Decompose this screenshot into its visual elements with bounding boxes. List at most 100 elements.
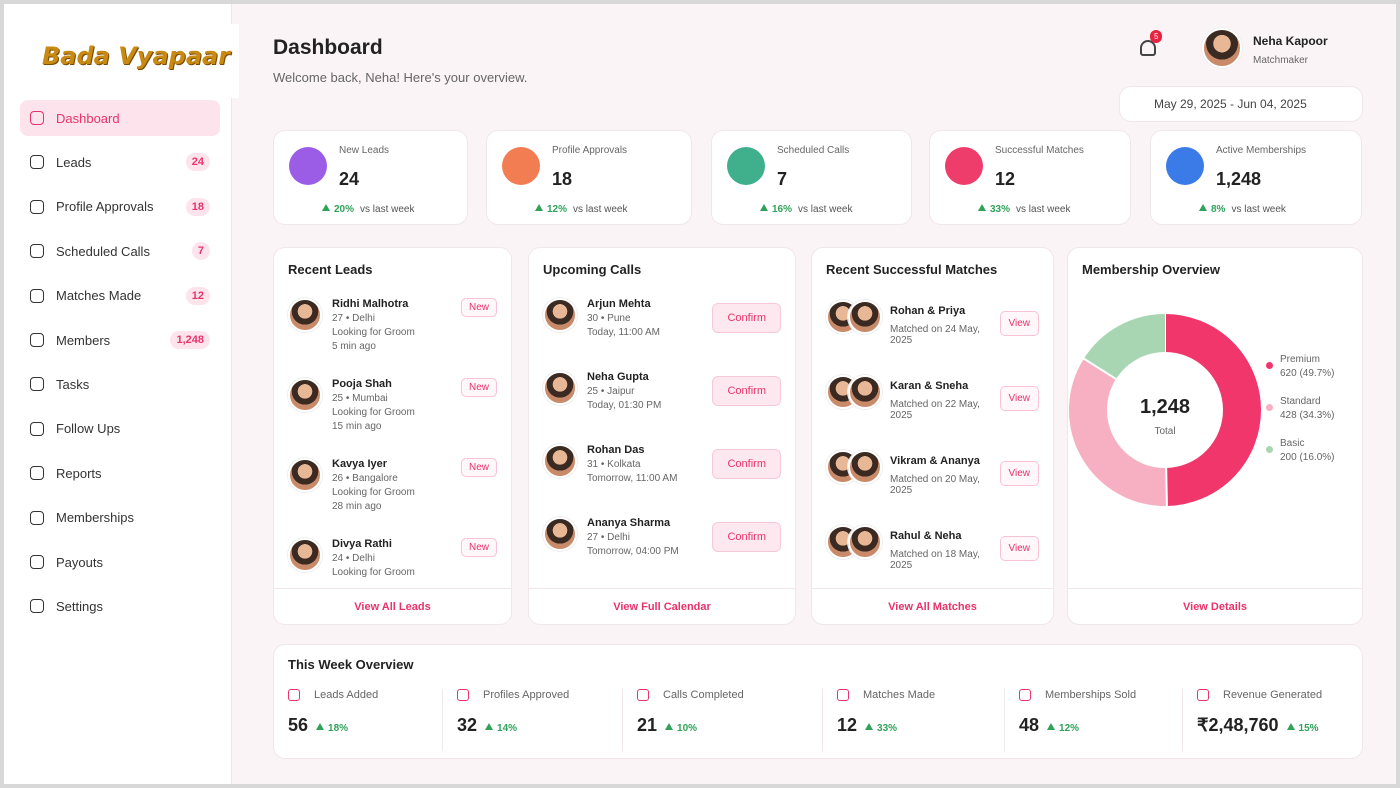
- notification-count: 5: [1150, 30, 1163, 43]
- call-time: Today, 01:30 PM: [587, 400, 662, 411]
- view-button[interactable]: View: [999, 535, 1039, 561]
- date-range[interactable]: May 29, 2025 - Jun 04, 2025: [1119, 86, 1363, 122]
- lead-time: 5 min ago: [332, 341, 376, 352]
- nav-label: Settings: [56, 598, 103, 614]
- lead-time: 28 min ago: [332, 501, 382, 512]
- nav-label: Follow Ups: [56, 421, 121, 437]
- nav-label: Leads: [56, 154, 92, 170]
- call-text: Neha Gupta 25 • Jaipur Today, 01:30 PM: [587, 371, 661, 411]
- date-range-text: May 29, 2025 - Jun 04, 2025: [1154, 97, 1307, 111]
- panel-link[interactable]: View All Matches: [812, 588, 1053, 624]
- week-item: Profiles Approved 32 14%: [442, 689, 569, 751]
- week-value-row: 21 10%: [637, 715, 744, 736]
- week-label-row: Matches Made: [837, 689, 935, 701]
- nav-icon: [30, 599, 44, 614]
- week-item: Revenue Generated ₹2,48,760 15%: [1182, 689, 1322, 751]
- call-item: Ananya Sharma 27 • Delhi Tomorrow, 04:00 P…: [543, 517, 781, 557]
- week-value: ₹2,48,760: [1197, 715, 1279, 735]
- user-name: Neha Kapoor: [1253, 34, 1328, 48]
- call-meta: 27 • Delhi: [587, 532, 630, 543]
- nav-item[interactable]: Follow Ups: [20, 411, 220, 447]
- nav-label: Dashboard: [56, 110, 120, 126]
- up-arrow: [1047, 723, 1056, 730]
- panel-link[interactable]: View All Leads: [274, 588, 511, 624]
- nav-icon: [30, 377, 44, 392]
- nav-label: Tasks: [56, 376, 90, 392]
- week-title: This Week Overview: [288, 657, 414, 672]
- confirm-button[interactable]: Confirm: [712, 522, 781, 552]
- match-date: Matched on 18 May, 2025: [890, 549, 980, 571]
- week-label-row: Memberships Sold: [1019, 689, 1136, 701]
- nav-item[interactable]: Tasks: [20, 366, 220, 402]
- sidebar: Dashboard Leads 24 Profile Approvals 18 Sched…: [4, 4, 232, 784]
- avatar: [848, 525, 882, 559]
- nav-icon: [30, 510, 44, 525]
- lead-name: Pooja Shah: [332, 378, 392, 390]
- week-value: 21: [637, 715, 658, 735]
- nav-item[interactable]: Leads 24: [20, 144, 220, 180]
- week-change: 12%: [1059, 723, 1080, 734]
- week-change: 10%: [677, 723, 698, 734]
- nav-item[interactable]: Matches Made 12: [20, 278, 220, 314]
- view-button[interactable]: View: [999, 385, 1039, 411]
- panel-link[interactable]: View Full Calendar: [529, 588, 795, 624]
- week-label-row: Leads Added: [288, 689, 378, 701]
- week-value-row: ₹2,48,760 15%: [1197, 715, 1322, 736]
- confirm-button[interactable]: Confirm: [712, 303, 781, 333]
- confirm-button[interactable]: Confirm: [712, 449, 781, 479]
- week-change: 33%: [877, 723, 898, 734]
- call-time: Tomorrow, 11:00 AM: [587, 473, 678, 484]
- week-label: Calls Completed: [663, 689, 744, 701]
- panel-title: Upcoming Calls: [543, 262, 642, 277]
- match-names: Vikram & Ananya: [890, 455, 980, 467]
- lead-name: Divya Rathi: [332, 538, 392, 550]
- nav-icon: [30, 466, 44, 481]
- panel-link[interactable]: View Details: [1068, 588, 1362, 624]
- lead-text: Ridhi Malhotra 27 • Delhi Looking for Groo…: [332, 298, 415, 352]
- match-item: Karan & Sneha Matched on 22 May, 2025 View: [826, 375, 1039, 421]
- call-name: Arjun Mehta: [587, 298, 651, 310]
- week-item: Leads Added 56 18%: [274, 689, 378, 751]
- nav-item[interactable]: Scheduled Calls 7: [20, 233, 220, 269]
- view-button[interactable]: View: [999, 460, 1039, 486]
- nav-item[interactable]: Settings: [20, 588, 220, 624]
- confirm-button[interactable]: Confirm: [712, 376, 781, 406]
- view-button[interactable]: View: [999, 310, 1039, 336]
- week-icon: [288, 689, 300, 701]
- stat-icon: [1166, 147, 1204, 185]
- stat-value: 1,248: [1216, 169, 1262, 189]
- nav-item[interactable]: Payouts: [20, 544, 220, 580]
- lead-item: Pooja Shah 25 • Mumbai Looking for Groom 15…: [288, 378, 497, 432]
- match-text: Vikram & Ananya Matched on 20 May, 2025: [890, 450, 1000, 496]
- nav-badge: 24: [185, 153, 210, 172]
- week-label-row: Profiles Approved: [457, 689, 569, 701]
- nav-item[interactable]: Reports: [20, 455, 220, 491]
- nav-label: Scheduled Calls: [56, 243, 150, 259]
- lead-tag: New: [460, 378, 497, 397]
- week-label: Leads Added: [314, 689, 379, 701]
- user-avatar[interactable]: [1202, 28, 1242, 68]
- nav-label: Reports: [56, 465, 102, 481]
- match-item: Rahul & Neha Matched on 18 May, 2025 View: [826, 525, 1039, 571]
- nav-item[interactable]: Profile Approvals 18: [20, 189, 220, 225]
- match-names: Karan & Sneha: [890, 380, 969, 392]
- notifications[interactable]: 5: [1140, 30, 1163, 56]
- lead-meta: 25 • Mumbai: [332, 393, 388, 404]
- up-arrow: [760, 204, 768, 211]
- donut-segment: [1083, 314, 1166, 380]
- stat-change: 8% vs last week: [1199, 199, 1286, 217]
- week-change: 14%: [497, 723, 518, 734]
- match-date: Matched on 24 May, 2025: [890, 324, 980, 346]
- page-title: Dashboard: [273, 36, 383, 59]
- week-icon: [1019, 689, 1031, 701]
- week-change: 18%: [328, 723, 349, 734]
- lead-note: Looking for Groom: [332, 567, 415, 578]
- stat-change: 20% vs last week: [322, 199, 414, 217]
- stat-label: New Leads: [339, 145, 390, 156]
- nav-item[interactable]: Members 1,248: [20, 322, 220, 358]
- nav-item[interactable]: Memberships: [20, 500, 220, 536]
- nav-item[interactable]: Dashboard: [20, 100, 220, 136]
- match-text: Karan & Sneha Matched on 22 May, 2025: [890, 375, 1000, 421]
